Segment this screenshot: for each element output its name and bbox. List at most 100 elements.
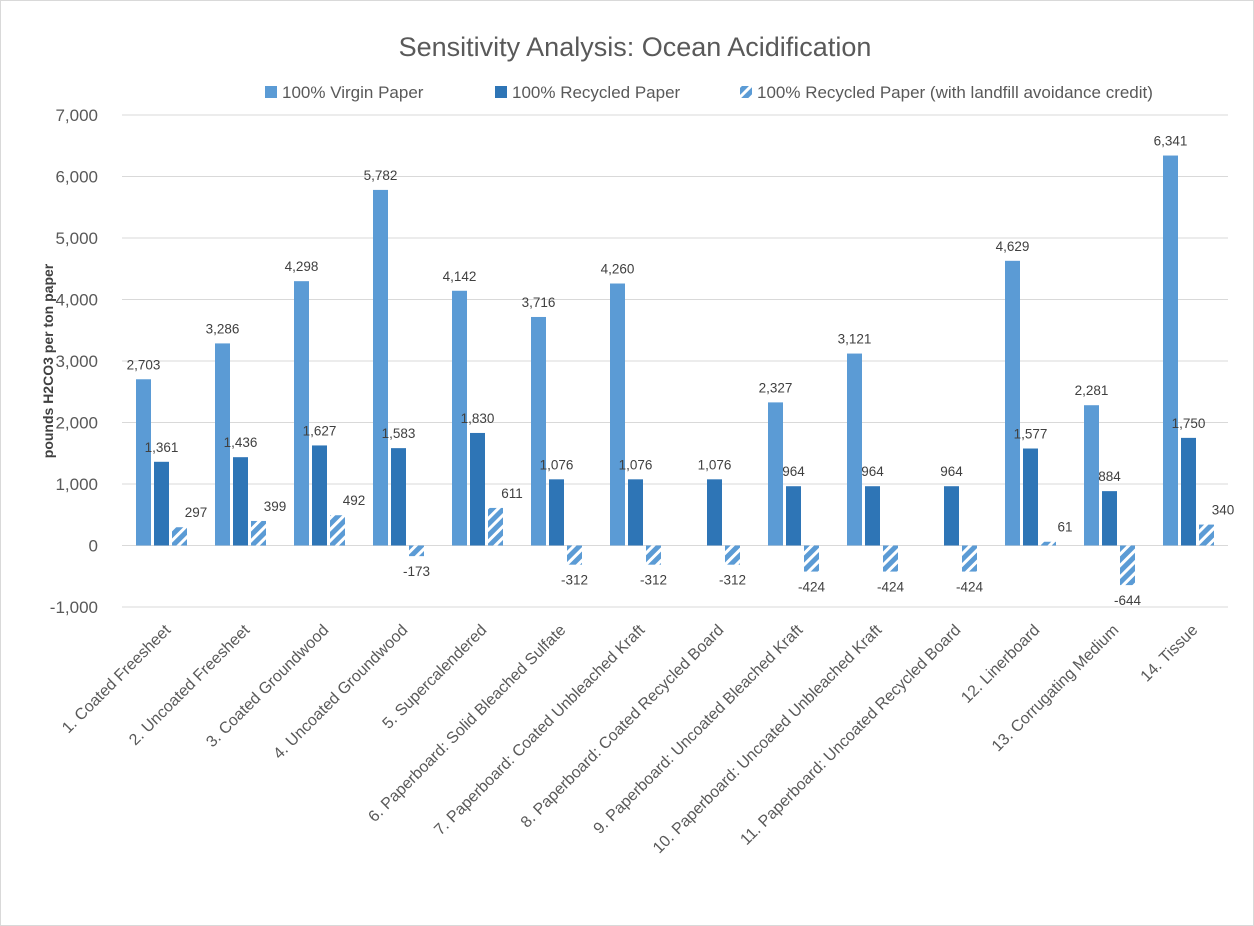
bar — [1041, 541, 1056, 546]
legend-label: 100% Virgin Paper — [282, 83, 424, 102]
data-label: 5,782 — [364, 168, 398, 183]
bar — [1005, 260, 1020, 546]
data-label: 964 — [782, 464, 805, 479]
bar — [136, 379, 151, 546]
bar — [1120, 545, 1135, 586]
data-label: 61 — [1057, 520, 1072, 535]
legend-swatch — [265, 86, 277, 98]
bar — [944, 486, 959, 546]
data-labels: 2,703 1,361 297 3,286 1,436 399 4,298 1,627 492 5… — [127, 134, 1235, 609]
bar — [1084, 405, 1099, 546]
data-label: 2,703 — [127, 357, 161, 372]
bar — [646, 545, 661, 565]
y-tick-label: 2,000 — [55, 414, 98, 433]
category-label: 4. Uncoated Groundwood — [270, 622, 411, 763]
bar — [215, 343, 230, 546]
y-tick-label: 6,000 — [55, 168, 98, 187]
bar — [452, 290, 467, 546]
y-tick-label: 7,000 — [55, 106, 98, 125]
category-label: 13. Corrugating Medium — [989, 622, 1122, 755]
data-label: 964 — [940, 464, 963, 479]
category-label: 12. Linerboard — [958, 622, 1043, 707]
bar — [172, 527, 187, 546]
data-label: -644 — [1114, 593, 1142, 608]
bar — [962, 545, 977, 572]
data-label: -424 — [798, 580, 826, 595]
data-label: -173 — [403, 564, 430, 579]
bar — [312, 445, 327, 546]
bar — [330, 515, 345, 546]
bar — [233, 457, 248, 546]
bar — [391, 448, 406, 546]
data-label: 340 — [1212, 503, 1235, 518]
legend-swatch — [740, 86, 752, 98]
bar — [1199, 524, 1214, 546]
data-label: 3,121 — [838, 332, 872, 347]
data-label: 3,286 — [206, 321, 240, 336]
bar — [549, 479, 564, 546]
bar — [768, 402, 783, 546]
data-label: -312 — [561, 573, 588, 588]
category-label: 14. Tissue — [1138, 622, 1202, 686]
legend-swatch — [495, 86, 507, 98]
data-label: 884 — [1098, 469, 1121, 484]
data-label: -312 — [719, 573, 746, 588]
y-axis: -1,000 0 1,000 2,000 3,000 4,000 5,000 6,000 7,0… — [50, 106, 98, 617]
bar — [707, 479, 722, 546]
bar — [865, 486, 880, 546]
data-label: -312 — [640, 573, 667, 588]
data-label: 1,076 — [619, 457, 653, 472]
data-label: 4,260 — [601, 262, 635, 277]
chart-title: Sensitivity Analysis: Ocean Acidificatio… — [399, 32, 872, 62]
bar — [470, 432, 485, 546]
y-tick-label: 1,000 — [55, 475, 98, 494]
bar — [1102, 491, 1117, 546]
bar — [1181, 437, 1196, 546]
bar — [1023, 448, 1038, 546]
data-label: 1,361 — [145, 440, 179, 455]
bar — [531, 316, 546, 546]
bars — [136, 155, 1214, 586]
bar — [154, 461, 169, 546]
data-label: 4,629 — [996, 239, 1030, 254]
bar — [409, 545, 424, 557]
y-tick-label: 4,000 — [55, 291, 98, 310]
data-label: 399 — [264, 499, 287, 514]
data-label: 1,830 — [461, 411, 495, 426]
data-label: 3,716 — [522, 295, 556, 310]
legend-label: 100% Recycled Paper — [512, 83, 681, 102]
bar — [847, 353, 862, 546]
data-label: 964 — [861, 464, 884, 479]
bar — [567, 545, 582, 565]
data-label: 2,281 — [1075, 383, 1109, 398]
bar — [725, 545, 740, 565]
y-axis-label: pounds H2CO3 per ton paper — [40, 263, 56, 458]
legend-label: 100% Recycled Paper (with landfill avoid… — [757, 83, 1153, 102]
y-tick-label: 0 — [89, 537, 98, 556]
data-label: 611 — [501, 486, 523, 501]
bar — [251, 520, 266, 546]
data-label: 4,298 — [285, 259, 319, 274]
bar — [628, 479, 643, 546]
data-label: 1,076 — [540, 457, 574, 472]
data-label: 1,750 — [1172, 416, 1206, 431]
bar — [786, 486, 801, 546]
y-tick-label: 5,000 — [55, 229, 98, 248]
bar — [804, 545, 819, 572]
y-tick-label: 3,000 — [55, 352, 98, 371]
data-label: 2,327 — [759, 380, 793, 395]
data-label: 6,341 — [1154, 134, 1188, 149]
bar — [373, 189, 388, 546]
bar — [294, 281, 309, 546]
data-label: -424 — [877, 580, 905, 595]
bar — [883, 545, 898, 572]
data-label: 1,627 — [303, 423, 337, 438]
data-label: 1,583 — [382, 426, 416, 441]
data-label: -424 — [956, 580, 984, 595]
data-label: 492 — [343, 493, 366, 508]
data-label: 4,142 — [443, 269, 477, 284]
data-label: 1,436 — [224, 435, 258, 450]
